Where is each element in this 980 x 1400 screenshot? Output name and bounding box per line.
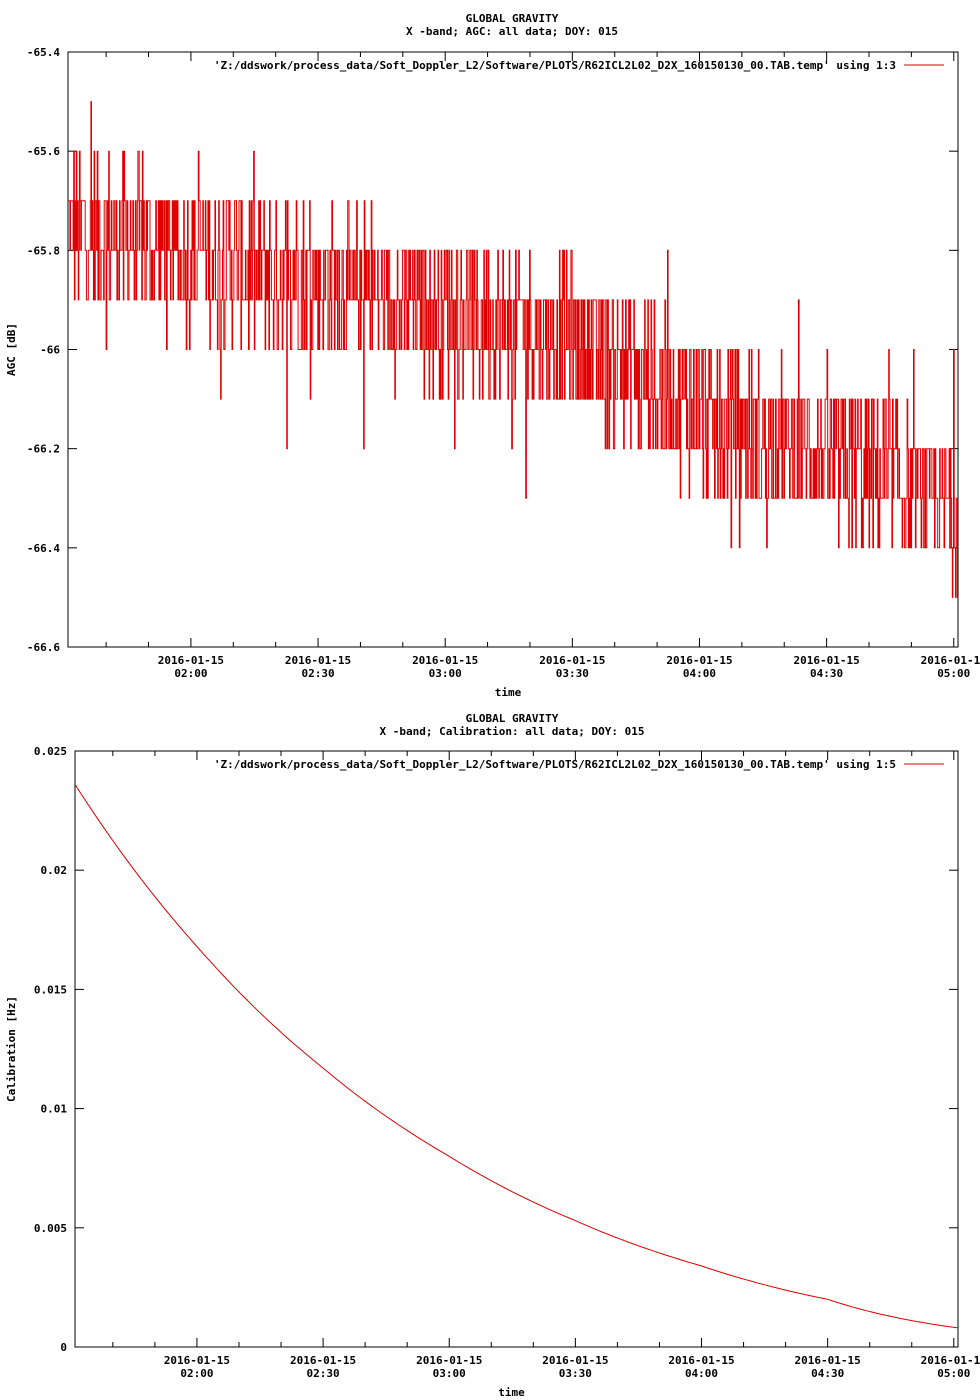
chart-subtitle: X -band; AGC: all data; DOY: 015 — [406, 25, 618, 38]
series-line-calibration — [75, 784, 958, 1329]
x-tick-date-label: 2016-01-15 — [921, 654, 980, 667]
x-tick-date-label: 2016-01-15 — [794, 654, 860, 667]
x-tick-date-label: 2016-01-15 — [795, 1354, 861, 1367]
x-tick-date-label: 2016-01-15 — [539, 654, 605, 667]
x-tick-time-label: 03:00 — [429, 667, 462, 680]
x-tick-date-label: 2016-01-15 — [290, 1354, 356, 1367]
x-tick-time-label: 03:30 — [556, 667, 589, 680]
x-tick-time-label: 02:30 — [307, 1367, 340, 1380]
x-tick-time-label: 04:30 — [810, 667, 843, 680]
x-tick-date-label: 2016-01-15 — [921, 1354, 980, 1367]
x-tick-time-label: 04:00 — [683, 667, 716, 680]
y-tick-label: -66.2 — [27, 443, 60, 456]
x-axis-label: time — [498, 1386, 525, 1399]
y-tick-label: -65.4 — [27, 46, 60, 59]
x-tick-date-label: 2016-01-15 — [416, 1354, 482, 1367]
y-tick-label: -66.4 — [27, 542, 60, 555]
y-tick-label: 0.005 — [34, 1222, 67, 1235]
x-tick-date-label: 2016-01-15 — [542, 1354, 608, 1367]
y-axis-label: Calibration [Hz] — [5, 996, 18, 1102]
legend-label: 'Z:/ddswork/process_data/Soft_Doppler_L2… — [214, 59, 896, 72]
y-axis-label: AGC [dB] — [5, 323, 18, 376]
x-axis-label: time — [495, 686, 522, 699]
x-tick-date-label: 2016-01-15 — [164, 1354, 230, 1367]
x-tick-time-label: 04:00 — [685, 1367, 718, 1380]
x-tick-time-label: 04:30 — [811, 1367, 844, 1380]
x-tick-time-label: 02:30 — [301, 667, 334, 680]
x-tick-time-label: 03:00 — [433, 1367, 466, 1380]
legend-label: 'Z:/ddswork/process_data/Soft_Doppler_L2… — [214, 758, 896, 771]
x-tick-time-label: 02:00 — [174, 667, 207, 680]
y-tick-label: -65.8 — [27, 244, 60, 257]
chart-subtitle: X -band; Calibration: all data; DOY: 015 — [380, 725, 645, 738]
y-tick-label: 0 — [60, 1341, 67, 1354]
x-tick-date-label: 2016-01-15 — [412, 654, 478, 667]
x-tick-time-label: 02:00 — [180, 1367, 213, 1380]
x-tick-date-label: 2016-01-15 — [668, 1354, 734, 1367]
y-tick-label: -66 — [40, 344, 60, 357]
y-tick-label: 0.02 — [41, 864, 68, 877]
x-tick-date-label: 2016-01-15 — [666, 654, 732, 667]
x-tick-time-label: 05:00 — [937, 1367, 970, 1380]
y-tick-label: -66.6 — [27, 641, 60, 654]
plot-frame — [74, 750, 959, 1348]
x-tick-date-label: 2016-01-15 — [285, 654, 351, 667]
y-tick-label: 0.025 — [34, 745, 67, 758]
chart-title: GLOBAL GRAVITY — [466, 712, 559, 725]
y-tick-label: -65.6 — [27, 145, 60, 158]
y-tick-label: 0.01 — [41, 1103, 68, 1116]
x-tick-time-label: 03:30 — [559, 1367, 592, 1380]
y-tick-label: 0.015 — [34, 983, 67, 996]
chart-title: GLOBAL GRAVITY — [466, 12, 559, 25]
x-tick-date-label: 2016-01-15 — [158, 654, 224, 667]
series-line-agc — [68, 101, 958, 598]
x-tick-time-label: 05:00 — [937, 667, 970, 680]
